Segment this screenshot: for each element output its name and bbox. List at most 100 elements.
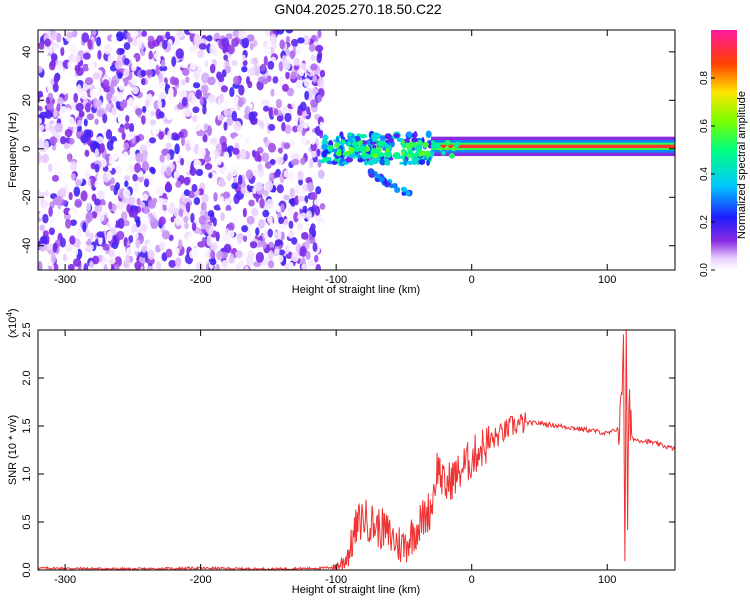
heatmap-noise-blob — [134, 162, 141, 173]
heatmap-noise-blob — [39, 224, 45, 232]
heatmap-noise-blob — [189, 249, 198, 260]
heatmap-noise-blob — [195, 168, 204, 177]
heatmap-noise-blob — [241, 66, 248, 73]
heatmap-noise-blob — [157, 197, 166, 205]
heatmap-noise-blob — [49, 215, 57, 223]
spectrogram-ytick-label: 20 — [21, 94, 33, 106]
heatmap-noise-blob — [187, 234, 193, 243]
heatmap-noise-blob — [111, 107, 118, 116]
heatmap-onset-blob — [384, 133, 392, 140]
heatmap-noise-blob — [115, 31, 124, 42]
heatmap-onset-peak — [348, 146, 353, 151]
heatmap-noise-blob — [221, 259, 229, 268]
heatmap-noise-blob — [165, 181, 171, 192]
heatmap-noise-blob — [305, 239, 310, 250]
heatmap-noise-blob — [89, 244, 94, 251]
heatmap-noise-blob — [290, 159, 300, 166]
heatmap-noise-blob — [107, 154, 116, 165]
heatmap-noise-blob — [124, 180, 129, 188]
heatmap-noise-blob — [96, 231, 105, 238]
heatmap-noise-blob — [109, 184, 115, 192]
heatmap-noise-blob — [308, 158, 314, 169]
heatmap-noise-blob — [44, 38, 51, 47]
heatmap-noise-blob — [117, 127, 125, 134]
heatmap-noise-blob — [51, 174, 60, 182]
heatmap-noise-blob — [269, 46, 275, 56]
heatmap-noise-blob — [60, 87, 68, 95]
heatmap-noise-blob — [103, 264, 108, 270]
heatmap-noise-blob — [111, 33, 117, 44]
heatmap-noise-blob — [50, 53, 58, 62]
heatmap-noise-blob — [208, 172, 213, 179]
heatmap-noise-blob — [69, 219, 77, 226]
heatmap-noise-blob — [274, 108, 279, 116]
heatmap-noise-blob — [180, 90, 188, 98]
heatmap-noise-blob — [151, 126, 160, 135]
snr-xtick-label: -200 — [190, 574, 212, 586]
heatmap-noise-blob — [102, 243, 110, 251]
heatmap-noise-blob — [300, 212, 307, 220]
heatmap-noise-blob — [282, 59, 291, 71]
heatmap-noise-blob — [38, 152, 42, 164]
snr-xtick-label: 0 — [469, 574, 475, 586]
heatmap-onset-blob — [377, 152, 385, 158]
heatmap-noise-blob — [158, 111, 165, 119]
spectrogram-ytick-label: 40 — [21, 46, 33, 58]
heatmap-noise-blob — [220, 85, 228, 93]
heatmap-onset-peak — [422, 141, 429, 148]
heatmap-noise-blob — [225, 65, 232, 74]
heatmap-noise-blob — [177, 239, 183, 251]
heatmap-noise-blob — [38, 123, 45, 132]
heatmap-noise-blob — [227, 222, 235, 231]
heatmap-noise-blob — [134, 261, 142, 270]
heatmap-noise-blob — [278, 216, 285, 225]
heatmap-noise-blob — [72, 30, 78, 38]
heatmap-noise-blob — [39, 111, 48, 119]
heatmap-onset-blob — [364, 160, 368, 166]
heatmap-noise-blob — [117, 71, 123, 79]
heatmap-noise-blob — [297, 124, 304, 133]
heatmap-noise-blob — [48, 206, 53, 217]
heatmap-noise-blob — [231, 96, 240, 105]
heatmap-onset-peak — [340, 139, 346, 145]
heatmap-noise-blob — [116, 201, 125, 211]
heatmap-onset-peak — [435, 143, 441, 149]
snr-ytick-label: 1.0 — [21, 466, 33, 481]
heatmap-onset-blob — [357, 157, 364, 163]
heatmap-onset-peak — [424, 150, 431, 157]
heatmap-noise-blob — [198, 43, 207, 50]
heatmap-noise-blob — [171, 45, 176, 53]
heatmap-noise-blob — [135, 218, 141, 228]
heatmap-onset-peak — [347, 141, 351, 146]
heatmap-noise-blob — [147, 265, 154, 270]
heatmap-noise-blob — [65, 107, 72, 118]
heatmap-noise-blob — [68, 137, 75, 145]
heatmap-noise-blob — [97, 49, 102, 60]
heatmap-noise-blob — [212, 217, 217, 227]
heatmap-noise-blob — [300, 257, 306, 266]
heatmap-noise-blob — [315, 186, 322, 195]
heatmap-noise-blob — [284, 112, 292, 123]
heatmap-noise-blob — [105, 103, 111, 112]
snr-xtick-label: 100 — [598, 574, 616, 586]
heatmap-branch-blob — [391, 183, 397, 189]
heatmap-noise-blob — [251, 65, 256, 76]
heatmap-noise-blob — [128, 123, 135, 133]
heatmap-noise-blob — [114, 165, 122, 174]
heatmap-onset-blob — [359, 134, 368, 139]
heatmap-noise-blob — [103, 44, 112, 55]
heatmap-noise-blob — [232, 205, 240, 214]
heatmap-noise-blob — [135, 239, 141, 249]
heatmap-noise-blob — [56, 32, 62, 43]
heatmap-noise-blob — [312, 242, 318, 252]
heatmap-noise-blob — [51, 42, 60, 49]
heatmap-noise-blob — [296, 37, 305, 44]
heatmap-onset-blob — [392, 152, 401, 160]
heatmap-noise-blob — [117, 217, 125, 229]
heatmap-noise-blob — [232, 30, 240, 38]
heatmap-noise-blob — [153, 51, 160, 61]
heatmap-noise-blob — [207, 94, 216, 104]
heatmap-noise-blob — [268, 123, 276, 131]
